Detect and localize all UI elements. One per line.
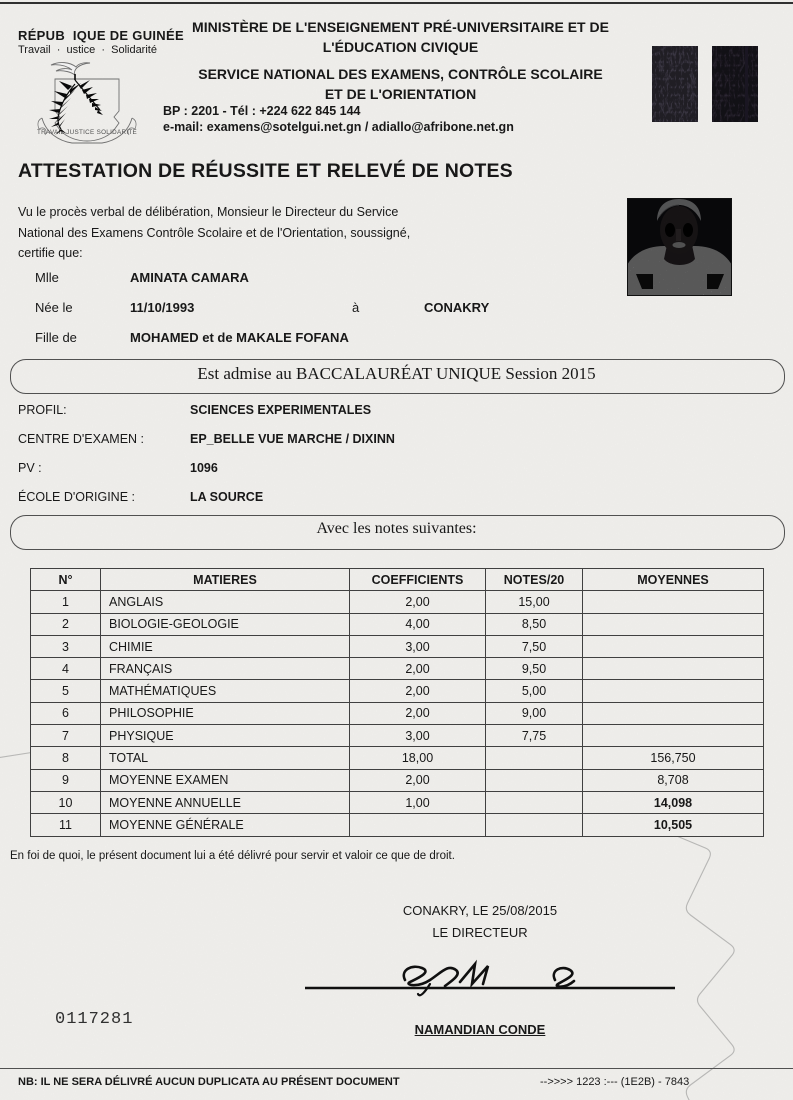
- svg-text:TRAVAIL JUSTICE SOLIDARITE: TRAVAIL JUSTICE SOLIDARITE: [37, 129, 137, 136]
